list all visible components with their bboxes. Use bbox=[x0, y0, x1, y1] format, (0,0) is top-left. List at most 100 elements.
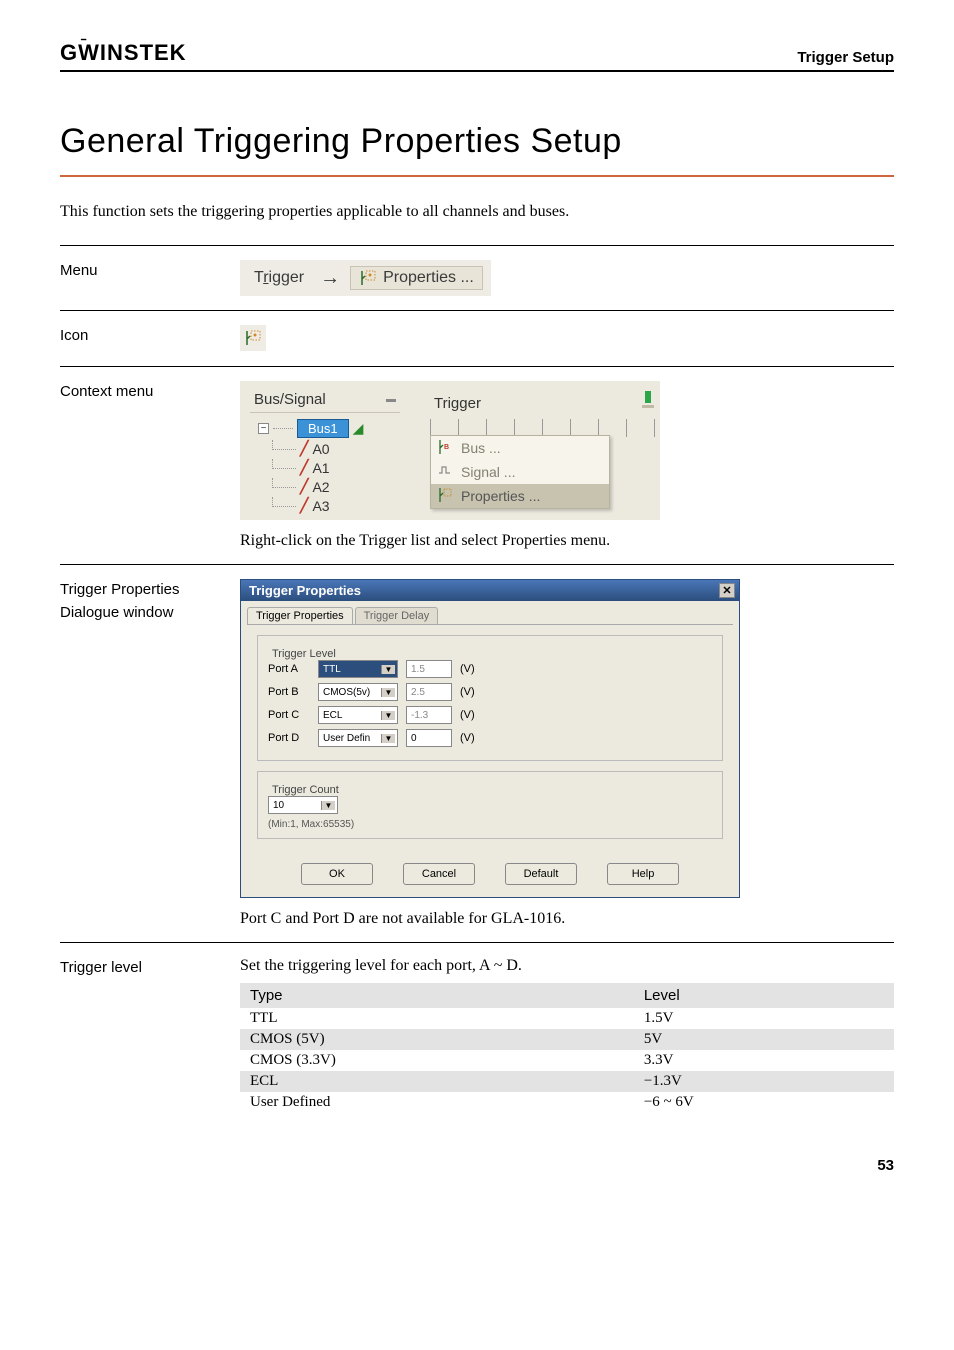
menu-section: Menu Trigger → Properties ... bbox=[60, 245, 894, 310]
table-row: ECL−1.3V bbox=[240, 1071, 894, 1092]
port-unit: (V) bbox=[460, 663, 475, 675]
bus-signal-header: Bus/Signal bbox=[254, 391, 326, 408]
cursor-icon bbox=[640, 391, 656, 415]
table-cell-type: User Defined bbox=[240, 1092, 634, 1113]
chevron-down-icon: ▼ bbox=[321, 801, 335, 810]
context-screenshot: Bus/Signal ▬ − Bus1 ◢ ╱A0╱A1╱A2╱A3 Trigg… bbox=[240, 381, 660, 520]
page-header: GW⎯INSTEK Trigger Setup bbox=[60, 40, 894, 72]
probe-icon: ╱ bbox=[300, 459, 308, 476]
chevron-down-icon: ▼ bbox=[381, 665, 395, 674]
trigger-count-fieldset: Trigger Count 10▼ (Min:1, Max:65535) bbox=[257, 771, 723, 839]
dialog-titlebar: Trigger Properties ✕ bbox=[241, 580, 739, 601]
close-icon[interactable]: ✕ bbox=[719, 583, 735, 598]
dialog-tabs: Trigger Properties Trigger Delay bbox=[241, 601, 739, 624]
tree-signal[interactable]: ╱A2 bbox=[250, 478, 400, 497]
context-popup: B Bus ... Signal ... Properties ... bbox=[430, 435, 610, 509]
section-label-menu: Menu bbox=[60, 260, 240, 283]
trigger-properties-dialog: Trigger Properties ✕ Trigger Properties … bbox=[240, 579, 740, 898]
table-row: CMOS (5V)5V bbox=[240, 1029, 894, 1050]
port-unit: (V) bbox=[460, 686, 475, 698]
port-value-input: 2.5 bbox=[406, 683, 452, 701]
port-value-input: 1.5 bbox=[406, 660, 452, 678]
properties-icon bbox=[437, 487, 453, 503]
page-title: General Triggering Properties Setup bbox=[60, 122, 894, 177]
table-cell-type: CMOS (3.3V) bbox=[240, 1050, 634, 1071]
dialog-note: Port C and Port D are not available for … bbox=[240, 910, 894, 928]
tab-trigger-properties[interactable]: Trigger Properties bbox=[247, 607, 353, 624]
port-type-select[interactable]: User Defin▼ bbox=[318, 729, 398, 747]
bus-tag[interactable]: Bus1 bbox=[297, 419, 349, 438]
port-label: Port B bbox=[268, 686, 310, 698]
tab-trigger-delay[interactable]: Trigger Delay bbox=[355, 607, 439, 624]
trigger-count-select[interactable]: 10▼ bbox=[268, 796, 338, 814]
trigger-level-fieldset: Trigger Level Port A TTL▼ 1.5 (V) Port B CMOS… bbox=[257, 635, 723, 761]
port-value-input[interactable]: 0 bbox=[406, 729, 452, 747]
bus-signal-panel: Bus/Signal ▬ − Bus1 ◢ ╱A0╱A1╱A2╱A3 bbox=[240, 391, 400, 516]
tree-signal[interactable]: ╱A3 bbox=[250, 497, 400, 516]
port-label: Port C bbox=[268, 709, 310, 721]
tree-signal[interactable]: ╱A1 bbox=[250, 459, 400, 478]
ok-button[interactable]: OK bbox=[301, 863, 373, 885]
table-cell-level: 3.3V bbox=[634, 1050, 894, 1071]
section-label-context: Context menu bbox=[60, 381, 240, 404]
intro-text: This function sets the triggering proper… bbox=[60, 203, 894, 221]
dialog-title-text: Trigger Properties bbox=[249, 583, 361, 598]
port-unit: (V) bbox=[460, 709, 475, 721]
probe-icon: ╱ bbox=[300, 478, 308, 495]
section-label-trigger-level: Trigger level bbox=[60, 957, 240, 980]
port-label: Port A bbox=[268, 663, 310, 675]
probe-icon: ╱ bbox=[300, 497, 308, 514]
port-type-select[interactable]: ECL▼ bbox=[318, 706, 398, 724]
arrow-icon: → bbox=[320, 267, 340, 290]
menu-item-trigger[interactable]: Trigger bbox=[248, 269, 310, 287]
trigger-count-legend: Trigger Count bbox=[268, 784, 343, 796]
port-label: Port D bbox=[268, 732, 310, 744]
table-cell-type: CMOS (5V) bbox=[240, 1029, 634, 1050]
table-row: TTL1.5V bbox=[240, 1008, 894, 1029]
table-cell-level: −6 ~ 6V bbox=[634, 1092, 894, 1113]
table-header-type: Type bbox=[240, 983, 634, 1008]
menu-strip: Trigger → Properties ... bbox=[240, 260, 491, 296]
menu-item-properties[interactable]: Properties ... bbox=[350, 266, 483, 290]
table-header-level: Level bbox=[634, 983, 894, 1008]
trigger-level-intro: Set the triggering level for each port, … bbox=[240, 957, 894, 975]
context-caption: Right-click on the Trigger list and sele… bbox=[240, 532, 894, 550]
signal-icon bbox=[437, 463, 453, 479]
properties-icon bbox=[359, 269, 377, 287]
trigger-level-legend: Trigger Level bbox=[268, 648, 340, 660]
page-number: 53 bbox=[60, 1157, 894, 1174]
help-button[interactable]: Help bbox=[607, 863, 679, 885]
svg-text:B: B bbox=[444, 444, 449, 451]
trigger-count-hint: (Min:1, Max:65535) bbox=[268, 819, 712, 830]
port-type-select[interactable]: CMOS(5v)▼ bbox=[318, 683, 398, 701]
section-label-dialog: Trigger Properties Dialogue window bbox=[60, 579, 240, 624]
trigger-level-table: Type Level TTL1.5VCMOS (5V)5VCMOS (3.3V)… bbox=[240, 983, 894, 1113]
dialog-button-row: OK Cancel Default Help bbox=[241, 853, 739, 897]
trigger-panel: Trigger B Bus ... Signal ... Prop bbox=[430, 391, 660, 516]
table-cell-level: 1.5V bbox=[634, 1008, 894, 1029]
popup-item-signal: Signal ... bbox=[431, 460, 609, 484]
section-label-icon: Icon bbox=[60, 325, 240, 348]
properties-icon[interactable] bbox=[244, 329, 262, 347]
icon-bar bbox=[240, 325, 266, 351]
port-unit: (V) bbox=[460, 732, 475, 744]
popup-item-bus[interactable]: B Bus ... bbox=[431, 436, 609, 460]
trigger-header: Trigger bbox=[434, 395, 481, 412]
table-row: CMOS (3.3V)3.3V bbox=[240, 1050, 894, 1071]
popup-item-properties[interactable]: Properties ... bbox=[431, 484, 609, 508]
table-cell-level: −1.3V bbox=[634, 1071, 894, 1092]
table-cell-type: TTL bbox=[240, 1008, 634, 1029]
logo: GW⎯INSTEK bbox=[60, 40, 187, 66]
menu-item-properties-label: Properties ... bbox=[383, 269, 474, 287]
port-row: Port B CMOS(5v)▼ 2.5 (V) bbox=[268, 683, 712, 701]
default-button[interactable]: Default bbox=[505, 863, 577, 885]
cancel-button[interactable]: Cancel bbox=[403, 863, 475, 885]
table-cell-level: 5V bbox=[634, 1029, 894, 1050]
dialog-section: Trigger Properties Dialogue window Trigg… bbox=[60, 564, 894, 942]
tree-root[interactable]: − Bus1 ◢ bbox=[250, 419, 400, 440]
table-row: User Defined−6 ~ 6V bbox=[240, 1092, 894, 1113]
port-type-select[interactable]: TTL▼ bbox=[318, 660, 398, 678]
chevron-down-icon: ▼ bbox=[381, 711, 395, 720]
tree-signal[interactable]: ╱A0 bbox=[250, 440, 400, 459]
trigger-level-section: Trigger level Set the triggering level f… bbox=[60, 942, 894, 1127]
